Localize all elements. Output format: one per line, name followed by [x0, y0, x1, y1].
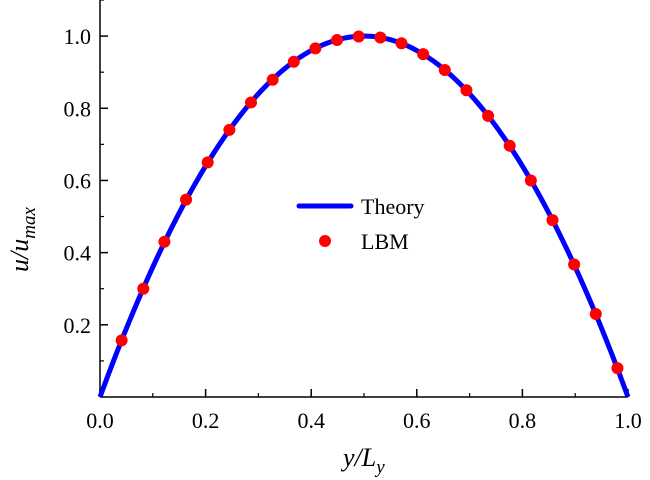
- lbm-point: [438, 64, 451, 77]
- series-layer: [97, 30, 631, 398]
- x-axis-label-sub: y: [374, 457, 385, 478]
- lbm-point: [546, 214, 559, 227]
- lbm-point: [180, 193, 193, 206]
- y-axis-label: u/umax: [5, 207, 40, 272]
- x-tick-label: 0.2: [192, 408, 220, 433]
- lbm-point: [115, 334, 128, 347]
- x-tick-label: 0.8: [509, 408, 537, 433]
- lbm-point: [460, 84, 473, 97]
- lbm-point: [524, 174, 537, 187]
- lbm-point: [503, 139, 516, 152]
- x-ticks: 0.0 0.2 0.4 0.6 0.8 1.0: [86, 389, 642, 433]
- y-ticks: 0.2 0.4 0.6 0.8 1.0: [64, 0, 108, 362]
- y-tick-label: 0.8: [64, 96, 92, 121]
- x-tick-label: 0.0: [86, 408, 114, 433]
- y-tick-label: 0.4: [64, 241, 92, 266]
- x-axis-label-main: y/L: [340, 443, 376, 472]
- lbm-point: [331, 34, 344, 47]
- x-tick-label: 1.0: [614, 408, 642, 433]
- lbm-point: [374, 31, 387, 44]
- lbm-point: [201, 156, 214, 169]
- lbm-point: [417, 48, 430, 61]
- legend-lbm-swatch: [319, 235, 331, 247]
- lbm-point: [568, 258, 581, 271]
- lbm-point: [287, 55, 300, 68]
- lbm-point: [245, 96, 258, 109]
- x-tick-label: 0.6: [403, 408, 431, 433]
- y-axis-label-sub: max: [19, 207, 40, 239]
- lbm-point: [352, 30, 365, 43]
- lbm-point: [589, 307, 602, 320]
- lbm-point: [223, 123, 236, 136]
- lbm-point: [395, 37, 408, 50]
- x-axis-label: y/Ly: [340, 443, 385, 478]
- y-tick-label: 0.6: [64, 168, 92, 193]
- legend: Theory LBM: [296, 194, 425, 254]
- y-tick-label: 1.0: [64, 24, 92, 49]
- lbm-point: [158, 235, 171, 248]
- y-axis-label-main: u/u: [5, 239, 34, 272]
- lbm-point: [309, 42, 322, 55]
- legend-theory-label: Theory: [361, 194, 425, 219]
- lbm-point: [137, 282, 150, 295]
- x-tick-label: 0.4: [297, 408, 325, 433]
- lbm-point: [266, 73, 279, 86]
- y-tick-label: 0.2: [64, 313, 92, 338]
- lbm-point: [611, 362, 624, 375]
- legend-lbm-label: LBM: [361, 229, 409, 254]
- lbm-point: [482, 109, 495, 122]
